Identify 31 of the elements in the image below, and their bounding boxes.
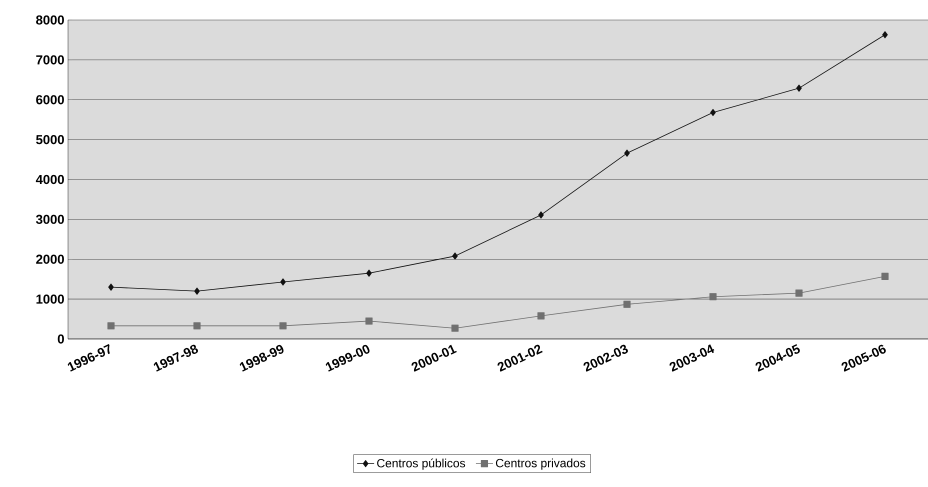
point: [107, 322, 115, 330]
y-tick-label: 2000: [36, 254, 64, 264]
legend-label: Centros públicos: [377, 458, 466, 470]
point: [366, 270, 372, 277]
point: [795, 290, 803, 297]
point: [108, 284, 114, 291]
point: [623, 300, 631, 308]
y-tick-label: 5000: [36, 135, 64, 144]
point: [279, 322, 287, 330]
point: [538, 211, 544, 219]
y-tick-label: 3000: [36, 214, 64, 224]
point: [193, 322, 201, 330]
point: [796, 84, 802, 92]
point: [624, 150, 630, 157]
point: [882, 31, 888, 38]
point: [537, 312, 545, 320]
point: [451, 324, 459, 332]
y-tick-label: 8000: [36, 15, 64, 25]
y-tick-label: 1000: [36, 294, 64, 304]
legend-label: Centros privados: [496, 458, 586, 470]
point: [709, 293, 717, 300]
point: [881, 272, 889, 280]
point: [280, 278, 286, 286]
y-tick-label: 4000: [36, 174, 64, 184]
point: [710, 108, 716, 116]
y-tick-label: 0: [58, 334, 64, 344]
y-tick-label: 6000: [36, 95, 64, 104]
point: [194, 288, 200, 295]
point: [365, 317, 373, 325]
y-tick-label: 7000: [36, 55, 64, 64]
point: [452, 252, 458, 260]
